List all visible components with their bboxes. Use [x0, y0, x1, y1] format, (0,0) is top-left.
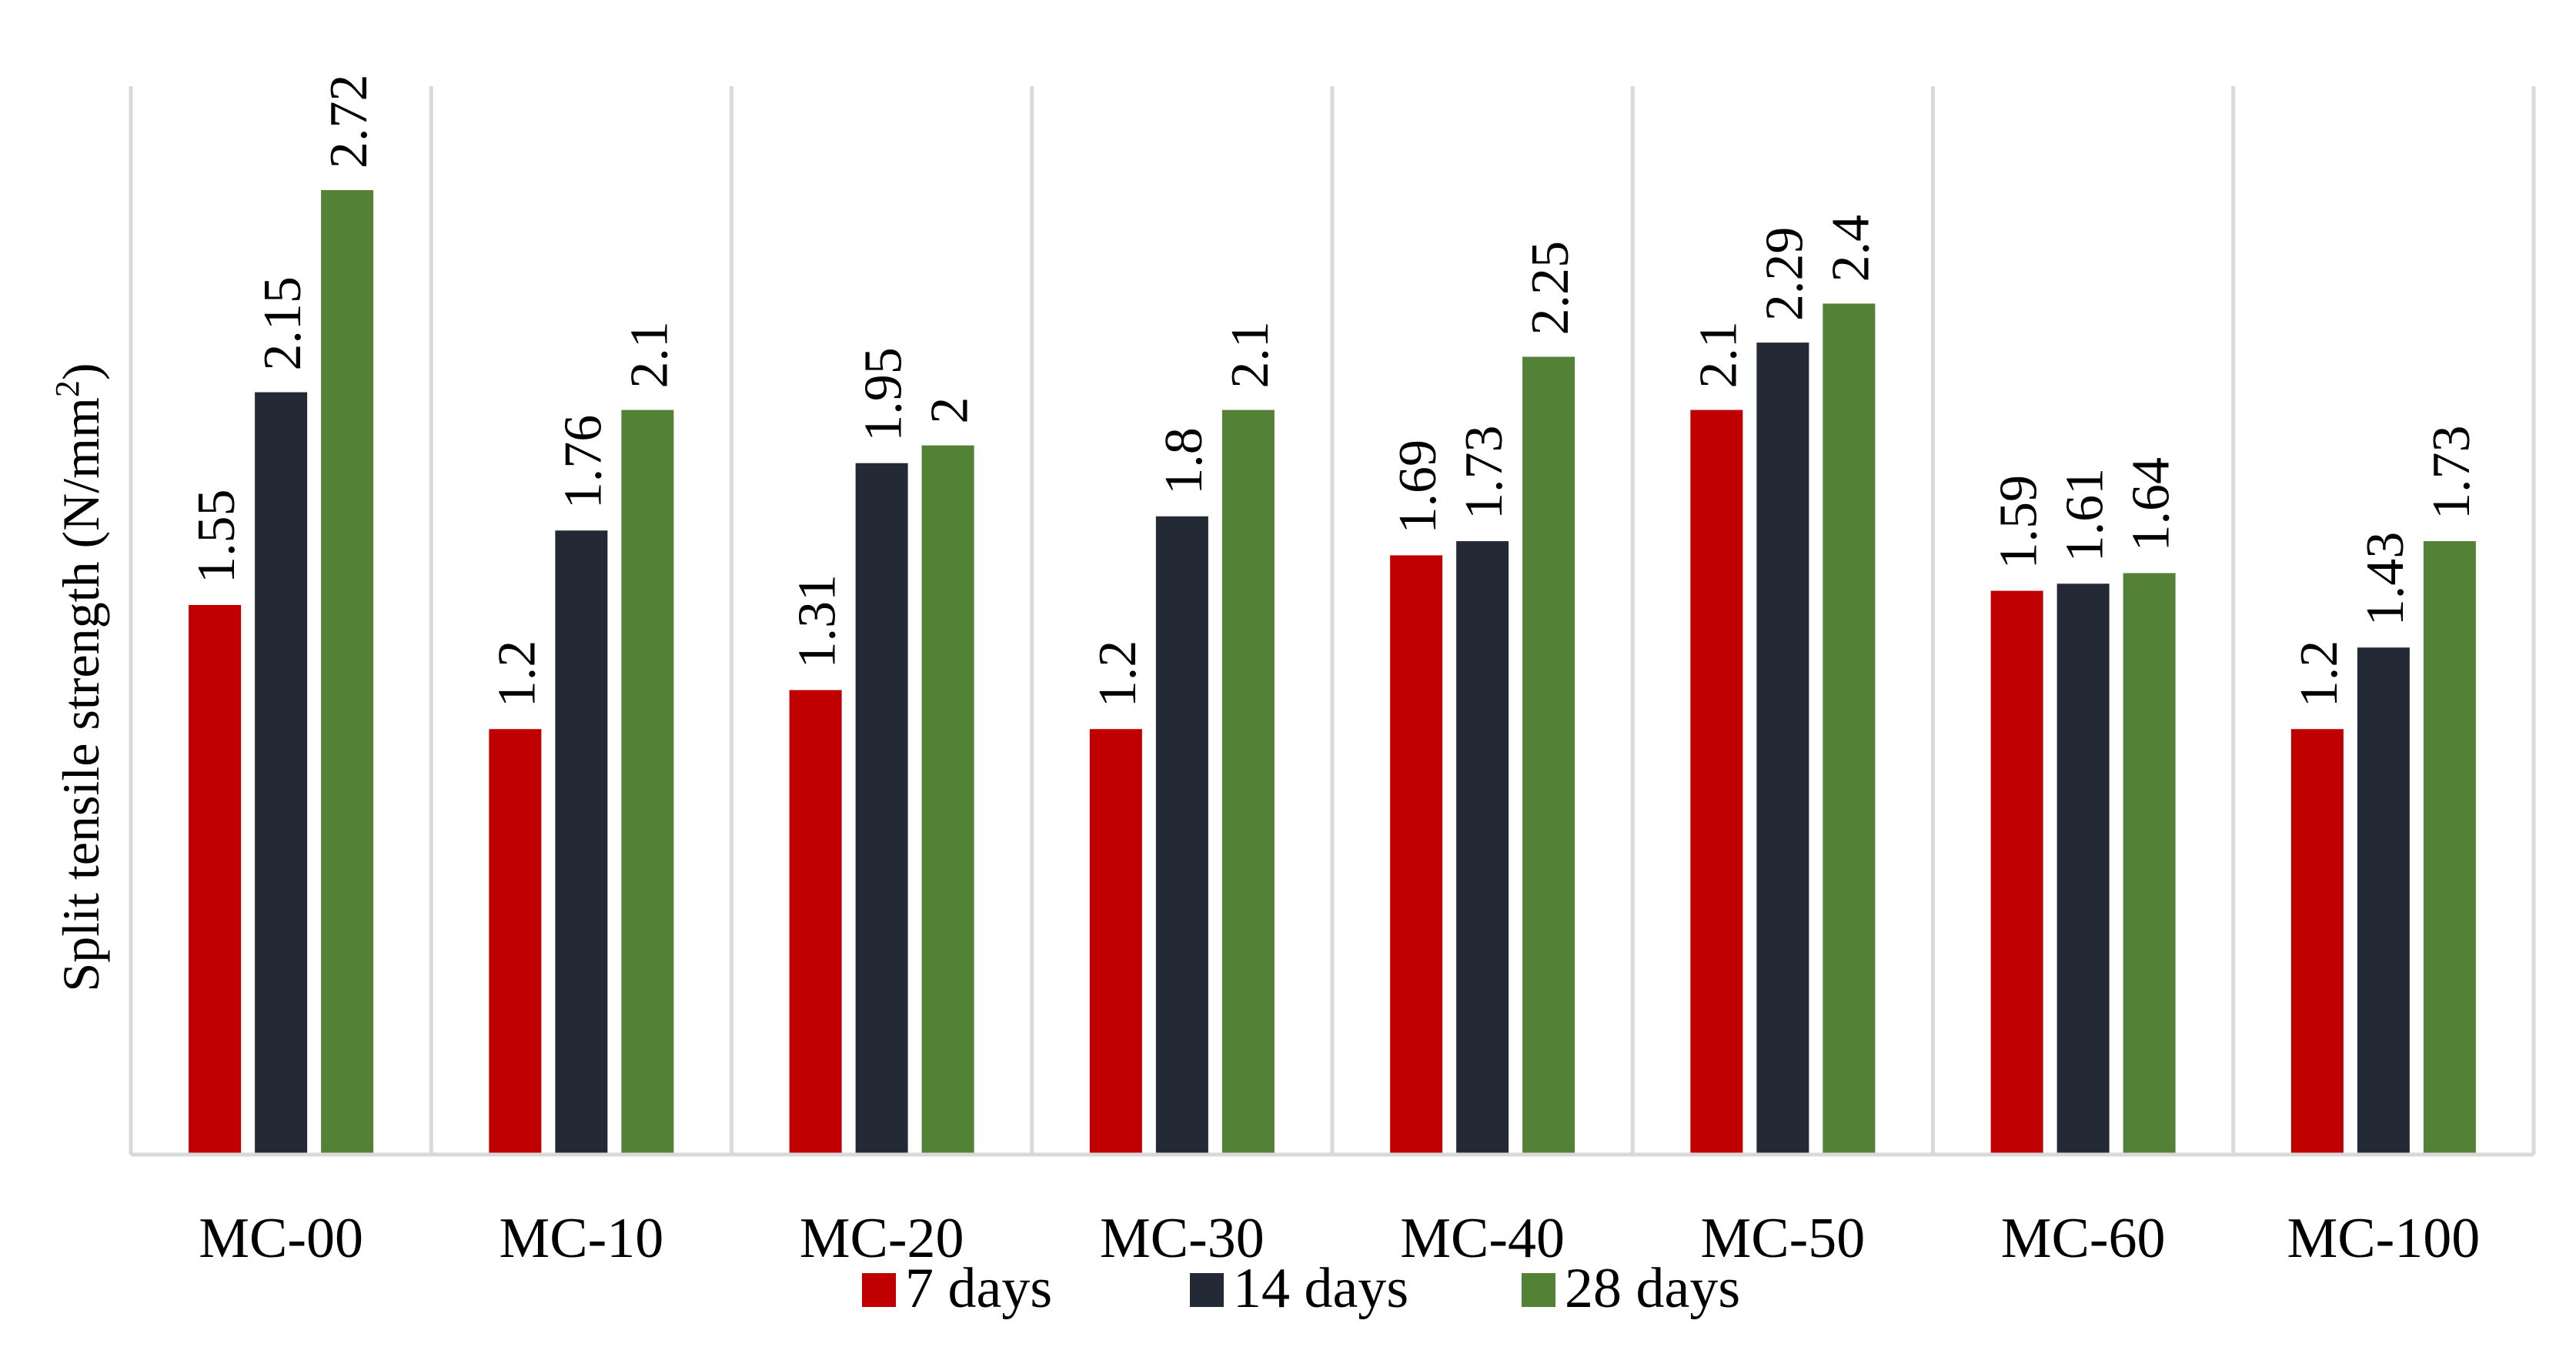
bar-MC-00-28-days [321, 190, 374, 1155]
y-axis-label-close: ) [52, 363, 110, 380]
bar-MC-30-28-days [1221, 409, 1275, 1155]
bar-MC-10-14-days [555, 530, 608, 1155]
x-tick-MC-30: MC-30 [1100, 1207, 1265, 1270]
bar-MC-40-14-days [1456, 541, 1509, 1155]
gridlines [129, 86, 2536, 1155]
value-label-MC-30-7-days: 1.2 [1088, 640, 1148, 708]
value-label-MC-30-28-days: 2.1 [1221, 321, 1280, 389]
x-tick-MC-00: MC-00 [199, 1207, 363, 1270]
value-label-MC-30-14-days: 1.8 [1154, 427, 1214, 495]
legend-label-28-days: 28 days [1565, 1257, 1740, 1320]
bar-MC-40-28-days [1522, 356, 1575, 1155]
value-label-MC-100-14-days: 1.43 [2356, 532, 2415, 627]
x-tick-labels: MC-00 MC-10 MC-20 MC-30 MC-40 MC-50 MC-60 MC-10… [199, 1207, 2480, 1270]
value-label-MC-50-7-days: 2.1 [1689, 321, 1748, 389]
value-label-MC-60-7-days: 1.59 [1990, 475, 2049, 570]
bar-MC-00-7-days [189, 604, 242, 1155]
x-tick-MC-100: MC-100 [2287, 1207, 2480, 1270]
bar-MC-20-28-days [921, 445, 974, 1155]
bars [189, 190, 2476, 1155]
bar-MC-100-28-days [2423, 541, 2476, 1155]
value-label-MC-20-14-days: 1.95 [854, 347, 914, 442]
value-label-MC-10-14-days: 1.76 [553, 415, 613, 510]
value-label-MC-100-7-days: 1.2 [2290, 640, 2349, 708]
value-label-MC-40-7-days: 1.69 [1388, 440, 1448, 534]
bar-MC-40-7-days [1390, 555, 1443, 1155]
y-axis-label: Split tensile strength (N/mm2) [48, 363, 110, 991]
value-label-MC-10-7-days: 1.2 [487, 640, 546, 708]
value-label-MC-100-28-days: 1.73 [2422, 426, 2481, 520]
x-tick-MC-50: MC-50 [1700, 1207, 1865, 1270]
y-axis-label-superscript: 2 [48, 380, 86, 397]
x-tick-MC-10: MC-10 [499, 1207, 663, 1270]
bar-MC-30-7-days [1089, 729, 1142, 1155]
bar-MC-10-28-days [621, 409, 674, 1155]
legend-swatch-14-days [1190, 1273, 1224, 1307]
bar-MC-00-14-days [255, 392, 308, 1155]
x-tick-MC-40: MC-40 [1400, 1207, 1565, 1270]
bar-MC-20-7-days [789, 690, 842, 1155]
x-tick-MC-20: MC-20 [800, 1207, 964, 1270]
value-label-MC-00-28-days: 2.72 [319, 75, 379, 169]
value-label-MC-00-7-days: 1.55 [187, 489, 246, 583]
value-label-MC-60-28-days: 1.64 [2122, 457, 2181, 552]
value-label-MC-60-14-days: 1.61 [2056, 468, 2115, 563]
value-labels: 1.552.152.721.21.762.11.311.95 21.21.82.1… [187, 75, 2481, 708]
bar-MC-10-7-days [489, 729, 542, 1155]
legend: 7 days 14 days 28 days [862, 1257, 1740, 1320]
value-label-MC-10-28-days: 2.1 [620, 321, 679, 389]
bar-MC-60-7-days [1990, 590, 2043, 1155]
legend-swatch-28-days [1522, 1273, 1555, 1307]
bar-MC-30-14-days [1155, 516, 1208, 1155]
bar-MC-60-28-days [2123, 573, 2176, 1155]
legend-label-7-days: 7 days [905, 1257, 1052, 1320]
bar-MC-50-14-days [1756, 343, 1809, 1155]
y-axis-label-main: Split tensile strength (N/mm [52, 397, 110, 992]
value-label-MC-00-14-days: 2.15 [253, 276, 312, 371]
legend-swatch-7-days [862, 1273, 896, 1307]
bar-MC-50-7-days [1690, 409, 1743, 1155]
value-label-MC-40-14-days: 1.73 [1455, 426, 1514, 520]
legend-label-14-days: 14 days [1233, 1257, 1408, 1320]
value-label-MC-50-14-days: 2.29 [1755, 227, 1814, 322]
bar-MC-50-28-days [1823, 303, 1876, 1155]
bar-MC-60-14-days [2056, 583, 2110, 1155]
bar-MC-100-14-days [2357, 647, 2410, 1155]
value-label-MC-20-28-days: 2 [920, 397, 980, 424]
value-label-MC-40-28-days: 2.25 [1521, 241, 1580, 336]
x-tick-MC-60: MC-60 [2001, 1207, 2166, 1270]
value-label-MC-20-7-days: 1.31 [788, 574, 847, 669]
value-label-MC-50-28-days: 2.4 [1821, 215, 1880, 282]
bar-MC-100-7-days [2290, 729, 2344, 1155]
bar-MC-20-14-days [855, 463, 908, 1155]
